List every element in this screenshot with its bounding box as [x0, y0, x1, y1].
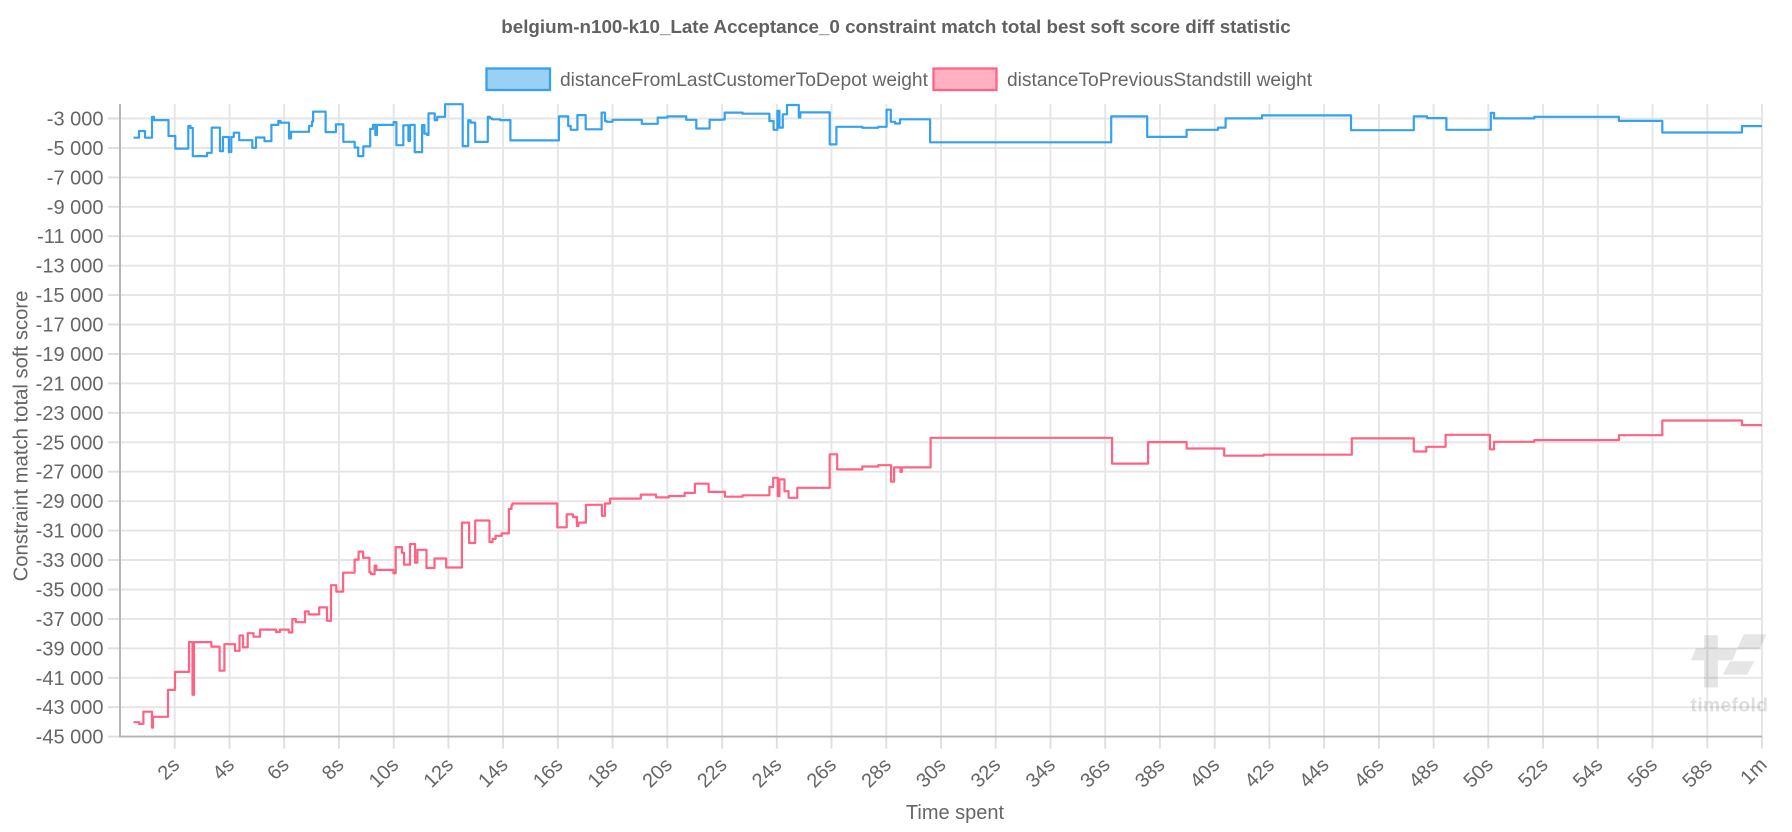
svg-text:-7 000: -7 000 — [47, 167, 104, 189]
svg-text:10s: 10s — [365, 754, 403, 792]
svg-text:6s: 6s — [263, 754, 293, 784]
svg-text:-31 000: -31 000 — [36, 521, 104, 543]
svg-text:-5 000: -5 000 — [47, 138, 104, 160]
svg-text:-37 000: -37 000 — [36, 609, 104, 631]
svg-text:4s: 4s — [209, 754, 239, 784]
svg-text:-29 000: -29 000 — [36, 491, 104, 513]
svg-text:-9 000: -9 000 — [47, 197, 104, 219]
svg-text:-23 000: -23 000 — [36, 403, 104, 425]
svg-text:-13 000: -13 000 — [36, 256, 104, 278]
svg-text:26s: 26s — [803, 754, 841, 792]
svg-text:-27 000: -27 000 — [36, 462, 104, 484]
svg-text:46s: 46s — [1350, 754, 1388, 792]
svg-text:Time spent: Time spent — [906, 802, 1005, 824]
svg-text:56s: 56s — [1624, 754, 1662, 792]
svg-text:-41 000: -41 000 — [36, 668, 104, 690]
svg-text:28s: 28s — [857, 754, 895, 792]
svg-text:-45 000: -45 000 — [36, 727, 104, 749]
svg-text:1m: 1m — [1736, 754, 1771, 789]
svg-text:44s: 44s — [1295, 754, 1333, 792]
svg-text:-19 000: -19 000 — [36, 344, 104, 366]
svg-text:32s: 32s — [967, 754, 1005, 792]
svg-text:14s: 14s — [474, 754, 512, 792]
svg-text:-33 000: -33 000 — [36, 550, 104, 572]
svg-text:18s: 18s — [584, 754, 622, 792]
svg-text:54s: 54s — [1569, 754, 1607, 792]
svg-text:50s: 50s — [1459, 754, 1497, 792]
svg-text:-25 000: -25 000 — [36, 432, 104, 454]
svg-text:-35 000: -35 000 — [36, 580, 104, 602]
svg-text:-43 000: -43 000 — [36, 697, 104, 719]
svg-text:-11 000: -11 000 — [37, 226, 103, 248]
svg-text:-15 000: -15 000 — [36, 285, 104, 307]
svg-text:12s: 12s — [420, 754, 458, 792]
svg-text:38s: 38s — [1131, 754, 1169, 792]
svg-text:distanceFromLastCustomerToDepo: distanceFromLastCustomerToDepot weight — [560, 70, 929, 91]
svg-text:2s: 2s — [154, 754, 184, 784]
svg-text:8s: 8s — [318, 754, 348, 784]
svg-text:52s: 52s — [1514, 754, 1552, 792]
svg-text:-21 000: -21 000 — [36, 373, 104, 395]
svg-text:40s: 40s — [1186, 754, 1224, 792]
svg-text:Constraint match total soft sc: Constraint match total soft score — [11, 291, 33, 582]
svg-text:-39 000: -39 000 — [36, 638, 104, 660]
svg-text:30s: 30s — [912, 754, 950, 792]
svg-text:distanceToPreviousStandstill w: distanceToPreviousStandstill weight — [1007, 70, 1313, 91]
svg-text:16s: 16s — [529, 754, 567, 792]
svg-text:48s: 48s — [1405, 754, 1443, 792]
svg-text:-17 000: -17 000 — [36, 315, 104, 337]
svg-text:24s: 24s — [748, 754, 786, 792]
svg-text:timefold: timefold — [1691, 696, 1769, 717]
svg-text:22s: 22s — [693, 754, 731, 792]
svg-text:58s: 58s — [1678, 754, 1716, 792]
svg-text:34s: 34s — [1022, 754, 1060, 792]
svg-text:42s: 42s — [1241, 754, 1279, 792]
svg-text:belgium-n100-k10_Late Acceptan: belgium-n100-k10_Late Acceptance_0 const… — [501, 16, 1290, 37]
svg-text:-3 000: -3 000 — [47, 109, 104, 131]
svg-text:20s: 20s — [638, 754, 676, 792]
svg-text:36s: 36s — [1076, 754, 1114, 792]
